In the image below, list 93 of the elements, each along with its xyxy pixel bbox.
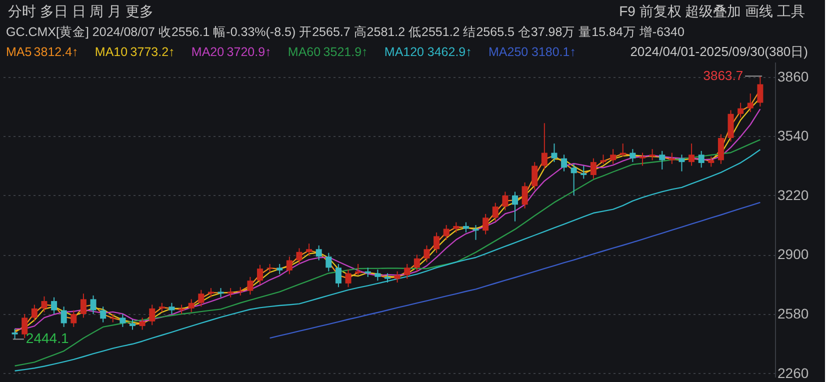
candlestick <box>610 148 616 164</box>
candlestick <box>60 306 67 328</box>
candlestick <box>492 202 498 222</box>
candlestick <box>70 310 77 328</box>
y-tick-label: 3860 <box>778 68 809 84</box>
candlestick <box>649 148 656 161</box>
candlestick <box>561 154 568 172</box>
annotation: 2444.1 <box>26 330 69 346</box>
candlestick <box>120 314 126 328</box>
candlestick <box>590 158 596 180</box>
candlestick <box>698 150 704 168</box>
candlestick <box>306 243 312 256</box>
candlestick <box>198 289 204 308</box>
candlestick <box>414 254 420 272</box>
candlestick <box>738 102 744 118</box>
candlestick <box>570 163 577 196</box>
candlestick <box>600 154 606 164</box>
candlestick <box>757 76 764 107</box>
candlestick <box>424 244 430 263</box>
text: MA60 <box>288 45 321 59</box>
candlestick <box>374 269 381 282</box>
candlestick <box>640 152 646 166</box>
text: 3521.9↑ <box>323 45 368 59</box>
candlestick <box>158 302 165 313</box>
candlestick <box>22 314 28 339</box>
candlestick <box>149 304 156 326</box>
text: 3462.9↑ <box>427 45 472 59</box>
candlestick <box>708 156 714 168</box>
candlestick <box>100 306 106 323</box>
candlestick <box>276 263 283 275</box>
candlestick <box>237 286 244 296</box>
candlestick <box>286 256 292 275</box>
candlestick <box>434 232 440 254</box>
text: 3773.2↑ <box>130 45 175 59</box>
candlestick <box>551 143 558 163</box>
candlestick <box>168 302 175 314</box>
annotation: 3863.7 <box>703 68 744 84</box>
text: 分时 多日 日 周 月 更多 <box>8 3 154 19</box>
candlestick <box>266 263 273 273</box>
line-series <box>269 202 761 339</box>
text: GC.CMX[黄金] 2024/08/07 收2556.1 幅-0.33%(-8.5) 开2565.7 高2581.2 低2551.2 结2565.5 仓37.98万 量15.84万 增-6340 <box>6 24 684 39</box>
candlestick <box>394 270 400 283</box>
candlestick <box>512 191 518 222</box>
text: 3180.1↑ <box>532 45 576 59</box>
candlestick <box>31 304 38 322</box>
candlestick <box>718 134 724 164</box>
candlestick <box>12 328 18 340</box>
y-tick-label: 2580 <box>778 306 809 322</box>
candlestick <box>541 122 548 170</box>
y-tick-label: 2260 <box>778 364 809 381</box>
candlestick <box>688 143 695 166</box>
text: MA250 <box>488 45 528 59</box>
candlestick <box>41 296 48 313</box>
candlestick <box>257 264 263 285</box>
candlestick <box>580 165 587 180</box>
candlestick <box>188 298 194 313</box>
candlestick <box>51 296 58 314</box>
text: F9 前复权 超级叠加 画线 工具 <box>619 3 805 19</box>
candlestick <box>659 150 666 170</box>
candlestick <box>443 224 450 240</box>
candlestick <box>139 317 146 330</box>
candlestick <box>453 222 460 233</box>
candlestick <box>247 276 254 296</box>
text: MA10 <box>94 45 128 59</box>
candlestick <box>502 191 508 211</box>
y-tick-label: 3220 <box>778 186 809 203</box>
candlestick <box>335 263 342 288</box>
candlestick <box>316 244 322 261</box>
candlestick <box>130 319 136 330</box>
candlestick <box>404 263 410 280</box>
candlestick <box>90 294 96 314</box>
text: MA120 <box>384 45 424 59</box>
candlestick <box>532 162 538 190</box>
candlestick <box>747 93 754 113</box>
y-tick-label: 2900 <box>778 246 809 262</box>
candlestick <box>326 252 332 272</box>
text: MA5 <box>6 45 32 59</box>
candlestick <box>462 222 469 233</box>
candlestick <box>178 304 185 314</box>
text: 2024/04/01-2025/09/30(380日) <box>630 44 808 59</box>
candlestick <box>384 272 390 283</box>
candlestick <box>678 154 685 172</box>
text: 3720.9↑ <box>226 45 272 59</box>
candlestick <box>522 182 528 209</box>
text: MA20 <box>191 45 224 59</box>
candlestick <box>630 148 636 163</box>
candlestick <box>296 248 302 264</box>
candlestick <box>110 314 116 323</box>
y-tick-label: 3540 <box>778 128 809 144</box>
candlestick <box>345 269 352 288</box>
candlestick <box>80 293 86 318</box>
text: 3812.4↑ <box>34 45 78 59</box>
candlestick <box>482 213 489 235</box>
